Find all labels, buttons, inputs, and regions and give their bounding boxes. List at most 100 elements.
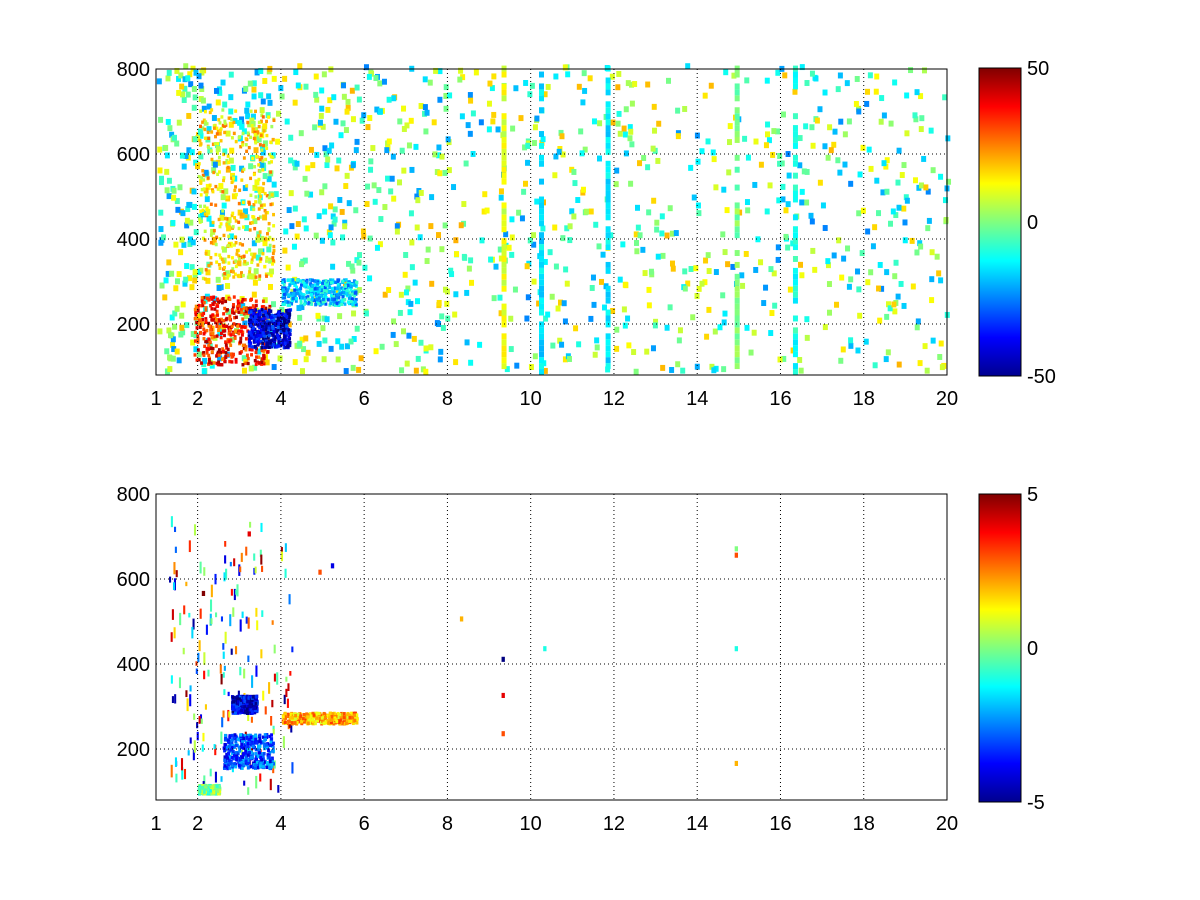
feature-cell <box>216 313 219 317</box>
feature-cell <box>254 141 258 145</box>
heatmap-cell <box>744 77 750 84</box>
feature-cell <box>337 719 341 723</box>
heatmap-cell <box>753 266 759 273</box>
heatmap-cell <box>315 312 321 319</box>
feature-cell <box>328 711 332 716</box>
heatmap-cell <box>303 225 309 232</box>
heatmap-cell <box>198 153 204 160</box>
heatmap-cell <box>253 137 259 144</box>
heatmap-cell <box>286 207 292 214</box>
feature-cell <box>248 344 252 348</box>
heatmap-cell <box>214 771 217 783</box>
heatmap-cell <box>245 616 248 624</box>
heatmap-cell <box>936 270 942 277</box>
feature-cell <box>195 316 199 321</box>
feature-cell <box>256 130 260 134</box>
heatmap-cell <box>758 161 764 168</box>
feature-cell <box>231 738 234 742</box>
feature-cell <box>234 185 237 189</box>
heatmap-cell <box>720 231 726 238</box>
heatmap-cell <box>222 651 225 659</box>
heatmap-cell <box>745 207 751 214</box>
feature-cell <box>254 701 258 706</box>
heatmap-cell <box>552 172 558 179</box>
feature-cell <box>286 712 290 717</box>
heatmap-cell <box>253 567 256 575</box>
heatmap-cell <box>414 224 420 231</box>
heatmap-cell <box>266 93 272 100</box>
feature-cell <box>222 276 226 280</box>
heatmap-cell <box>205 277 211 284</box>
feature-cell <box>258 155 262 160</box>
heatmap-cell <box>901 162 907 169</box>
feature-cell <box>195 358 199 362</box>
heatmap-cell <box>366 73 372 80</box>
feature-cell <box>223 119 227 124</box>
heatmap-cell <box>203 670 206 680</box>
heatmap-cell <box>614 167 620 174</box>
feature-cell <box>234 259 238 263</box>
heatmap-cell <box>620 241 626 248</box>
feature-cell <box>201 173 205 178</box>
feature-cell <box>218 253 222 257</box>
feature-cell <box>347 296 351 300</box>
heatmap-cell <box>283 228 289 235</box>
feature-cell <box>315 716 319 720</box>
feature-cell <box>225 217 229 221</box>
feature-cell <box>226 308 229 312</box>
streak-cell <box>605 291 611 298</box>
heatmap-cell <box>578 128 584 135</box>
feature-cell <box>273 323 277 327</box>
feature-cell <box>254 308 258 312</box>
feature-cell <box>275 345 279 349</box>
heatmap-cell <box>249 521 252 528</box>
heatmap-cell <box>173 241 179 248</box>
feature-cell <box>243 298 247 302</box>
heatmap-cell <box>901 302 907 309</box>
feature-cell <box>293 291 297 296</box>
feature-cell <box>254 200 258 204</box>
heatmap-cell <box>667 205 673 212</box>
feature-cell <box>221 347 225 351</box>
heatmap-cell <box>909 237 915 244</box>
heatmap-cell <box>844 80 850 87</box>
heatmap-cell <box>413 143 419 150</box>
feature-cell <box>221 246 225 250</box>
heatmap-cell <box>899 172 905 178</box>
heatmap-cell <box>436 321 442 327</box>
heatmap-cell <box>404 122 410 129</box>
feature-cell <box>230 176 234 180</box>
feature-cell <box>260 308 264 312</box>
heatmap-cell <box>345 104 351 111</box>
feature-cell <box>234 264 238 269</box>
feature-cell <box>254 275 258 279</box>
heatmap-cell <box>892 273 898 280</box>
heatmap-cell <box>294 233 300 240</box>
feature-cell <box>252 317 256 322</box>
heatmap-cell <box>731 72 737 79</box>
feature-cell <box>222 312 226 316</box>
heatmap-cell <box>260 554 263 565</box>
streak-cell <box>792 351 798 358</box>
feature-cell <box>354 297 358 302</box>
streak-cell <box>501 261 507 268</box>
feature-cell <box>245 353 249 358</box>
data-point <box>734 760 739 766</box>
heatmap-cell <box>302 257 308 264</box>
heatmap-cell <box>170 764 173 778</box>
heatmap-cell <box>867 72 873 79</box>
heatmap-cell <box>262 173 268 180</box>
feature-cell <box>259 762 263 766</box>
feature-cell <box>232 753 236 758</box>
feature-cell <box>221 123 225 128</box>
heatmap-cell <box>848 180 854 187</box>
feature-cell <box>234 739 238 744</box>
heatmap-cell <box>650 345 656 352</box>
heatmap-cell <box>317 119 323 126</box>
heatmap-cell <box>856 210 862 217</box>
heatmap-cell <box>271 620 274 625</box>
feature-cell <box>215 309 219 314</box>
feature-cell <box>271 749 274 753</box>
heatmap-cell <box>720 292 726 299</box>
feature-cell <box>242 736 246 741</box>
